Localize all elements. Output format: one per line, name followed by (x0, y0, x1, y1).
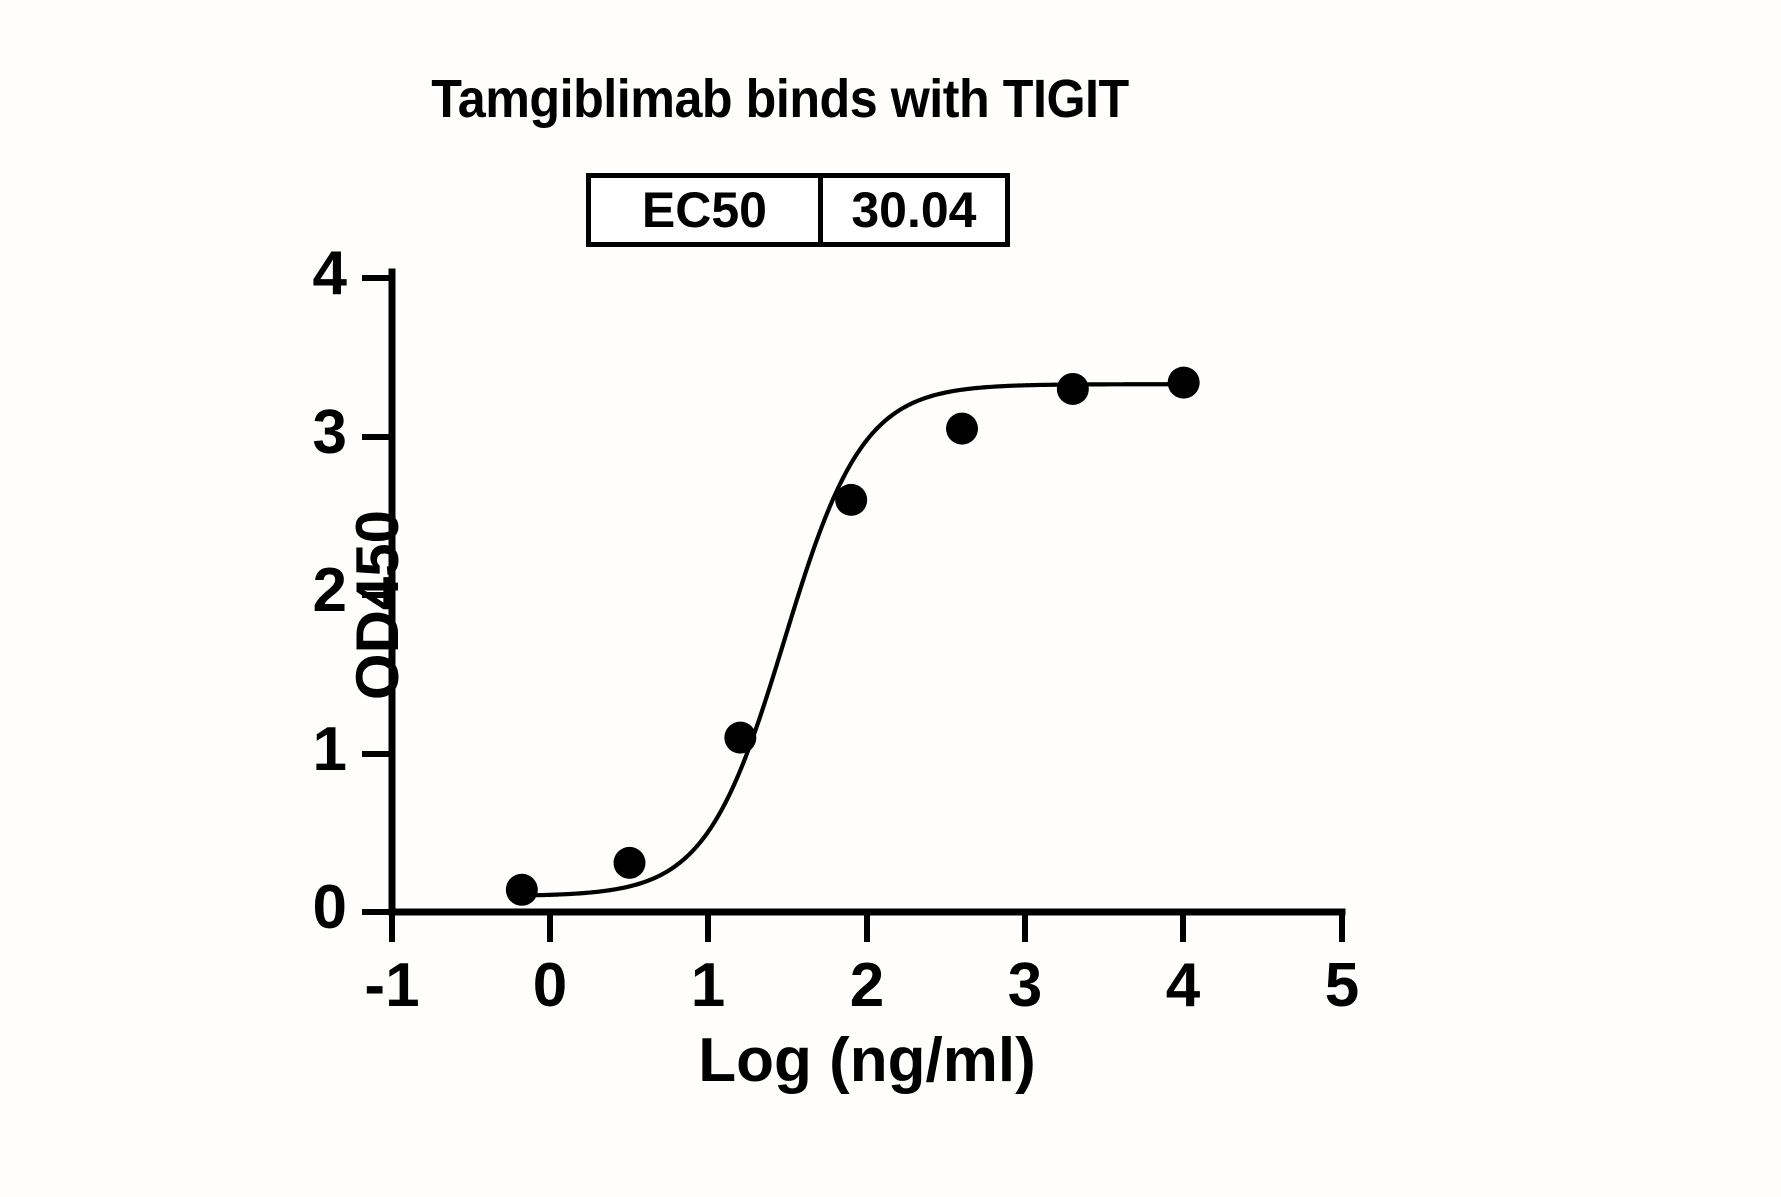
data-point (613, 846, 646, 879)
data-point (724, 721, 757, 754)
ec50-value-cell: 30.04 (851, 182, 977, 238)
x-tick-label-1: 1 (690, 951, 726, 1020)
y-tick-label-0: 0 (312, 873, 347, 942)
y-axis-title: OD450 (344, 509, 411, 701)
x-tick-label-5: 5 (1324, 951, 1360, 1020)
y-tick-label-2: 2 (312, 556, 347, 625)
data-point (1056, 372, 1089, 405)
x-tick-label-minus1: -1 (364, 951, 420, 1020)
y-tick-label-1: 1 (312, 715, 347, 784)
data-point-group (505, 366, 1200, 906)
fit-curve (519, 382, 1186, 898)
page-title: Tamgiblimab binds with TIGIT (431, 69, 1129, 129)
x-tick-label-3: 3 (1007, 951, 1043, 1020)
data-point (946, 412, 978, 445)
x-tick-label-4: 4 (1165, 951, 1201, 1020)
x-tick-label-2: 2 (849, 951, 885, 1020)
y-axis-ticks (362, 275, 392, 915)
y-tick-label-3: 3 (312, 398, 347, 467)
data-point (505, 873, 538, 906)
x-axis-ticks (389, 912, 1345, 942)
data-point (1167, 366, 1200, 399)
y-tick-label-4: 4 (312, 239, 347, 308)
ec50-label-cell: EC50 (591, 178, 823, 242)
data-point (835, 483, 868, 516)
x-tick-label-0: 0 (532, 951, 568, 1020)
x-axis-title: Log (ng/ml) (698, 1026, 1036, 1095)
ec50-summary-table: EC50 30.04 (586, 173, 1010, 247)
